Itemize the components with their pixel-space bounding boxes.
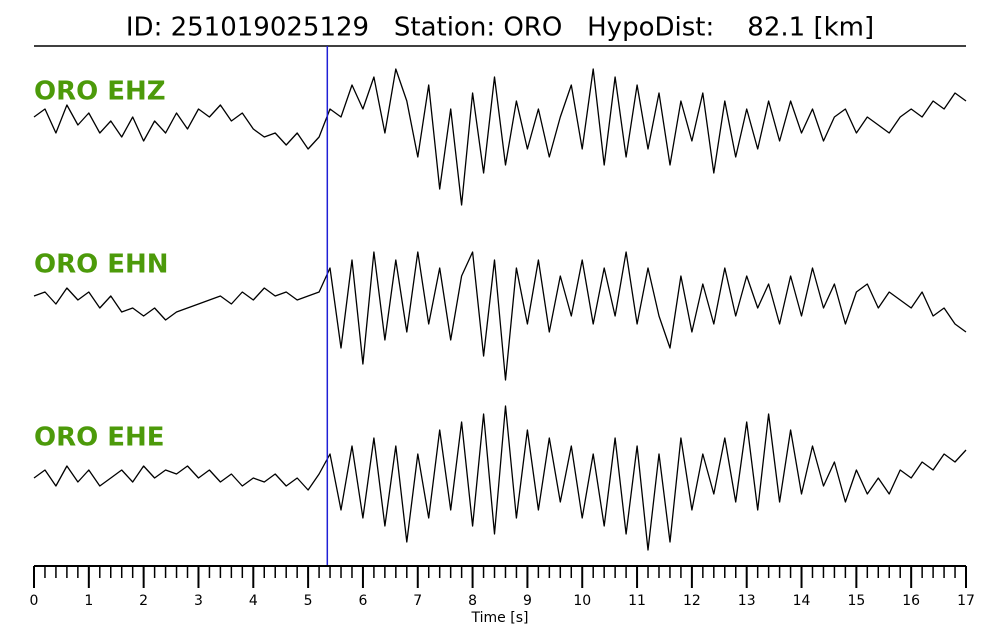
waveform: [33, 405, 967, 551]
x-tick-label: 10: [573, 593, 591, 609]
x-tick-label: 3: [194, 593, 203, 609]
chart-title: ID: 251019025129 Station: ORO HypoDist: …: [126, 13, 874, 43]
x-tick-label: 16: [902, 593, 920, 609]
x-tick-label: 5: [304, 593, 313, 609]
x-tick-label: 7: [413, 593, 422, 609]
x-tick-label: 13: [738, 593, 756, 609]
x-tick-label: 15: [847, 593, 865, 609]
x-tick-label: 0: [30, 593, 39, 609]
x-axis-label: Time [s]: [471, 610, 529, 626]
trace-label: ORO EHE: [34, 423, 165, 453]
trace-label: ORO EHZ: [34, 77, 166, 107]
x-tick-label: 11: [628, 593, 646, 609]
waveform: [33, 68, 967, 206]
x-tick-label: 12: [683, 593, 701, 609]
x-tick-label: 8: [468, 593, 477, 609]
x-tick-label: 1: [84, 593, 93, 609]
trace-label: ORO EHN: [34, 250, 169, 280]
x-tick-label: 6: [358, 593, 367, 609]
x-tick-label: 9: [523, 593, 532, 609]
x-tick-label: 2: [139, 593, 148, 609]
x-tick-label: 17: [957, 593, 975, 609]
waveform: [33, 251, 967, 381]
x-tick-label: 4: [249, 593, 258, 609]
x-tick-label: 14: [793, 593, 811, 609]
